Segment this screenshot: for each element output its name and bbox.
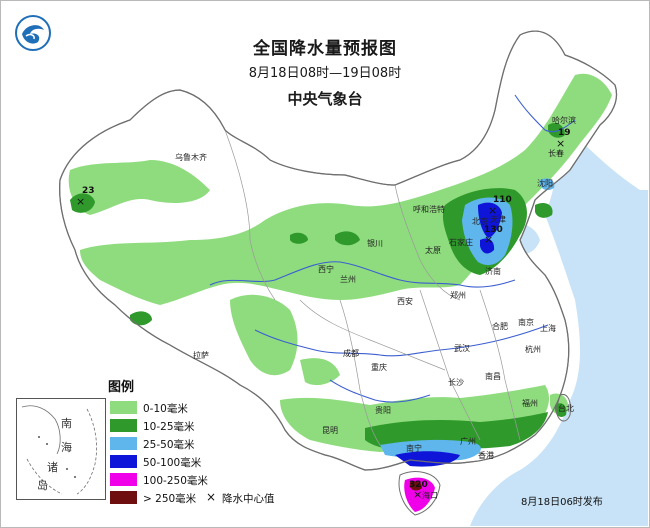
legend-swatch-100-250: [110, 473, 137, 486]
city-label: 乌鲁木齐: [175, 153, 207, 162]
city-label: 台北: [558, 404, 574, 413]
cma-logo-icon: [15, 15, 51, 51]
rain-gt250-areas: [410, 481, 422, 491]
inset-label-3: 诸: [47, 461, 58, 474]
inset-label-1: 南: [61, 417, 72, 430]
legend-swatch-25-50: [110, 437, 137, 450]
city-label: 杭州: [525, 345, 541, 354]
legend-label-50-100: 50-100毫米: [143, 457, 202, 469]
legend-label-gt250: > 250毫米: [143, 493, 197, 505]
precip-center-mark-icon: ×: [556, 137, 566, 150]
city-label: 沈阳: [537, 179, 553, 188]
forecast-period: 8月18日08时—19日08时: [248, 66, 402, 81]
city-label: 银川: [367, 239, 383, 248]
city-label: 香港: [478, 451, 494, 460]
city-label: 西宁: [318, 265, 334, 274]
issuing-agency: 中央气象台: [287, 90, 363, 108]
city-label: 长春: [548, 149, 564, 158]
legend-label-0-10: 0-10毫米: [143, 403, 188, 415]
city-label: 成都: [343, 349, 359, 358]
city-label: 兰州: [340, 275, 356, 284]
city-label: 西安: [397, 297, 413, 306]
city-label: 昆明: [322, 426, 338, 435]
precip-center-value: 110: [493, 195, 512, 205]
legend-swatch-0-10: [110, 401, 137, 414]
city-label: 哈尔滨: [552, 116, 576, 125]
city-label: 重庆: [371, 363, 387, 372]
city-label: 贵阳: [375, 406, 391, 415]
city-label: 拉萨: [193, 351, 209, 360]
sea-area: [470, 120, 648, 526]
legend-swatch-50-100: [110, 455, 137, 468]
rain-50-100-areas: [395, 202, 502, 467]
city-label: 海口: [422, 491, 438, 500]
precip-center-value: 320: [409, 480, 428, 490]
city-label: 上海: [540, 324, 556, 333]
taiwan-outline: [555, 393, 571, 422]
map-title: 全国降水量预报图: [253, 39, 397, 59]
city-label: 长沙: [448, 378, 464, 387]
china-border: [59, 30, 618, 471]
legend-label-10-25: 10-25毫米: [143, 421, 195, 433]
precip-center-symbol-icon: ×: [206, 490, 217, 504]
legend-title: 图例: [108, 380, 135, 395]
city-label: 福州: [522, 399, 538, 408]
precip-center-mark-icon: ×: [488, 204, 498, 217]
precip-center-value: 130: [484, 225, 503, 235]
province-borders: [224, 129, 521, 446]
south-china-sea-inset: 南 海 诸 岛: [16, 398, 106, 500]
precip-center-mark-icon: ×: [76, 195, 86, 208]
city-label: 南宁: [406, 444, 422, 453]
precip-center-value: 19: [558, 128, 571, 138]
legend-swatch-gt250: [110, 491, 137, 504]
inset-label-2: 海: [61, 441, 72, 454]
legend-label-100-250: 100-250毫米: [143, 475, 208, 487]
hainan-outline: [398, 471, 441, 516]
city-label: 石家庄: [449, 238, 473, 247]
city-label: 武汉: [454, 344, 470, 353]
precip-center-mark-icon: ×: [413, 488, 423, 501]
city-label: 南京: [518, 318, 534, 327]
city-label: 天津: [490, 215, 506, 224]
city-label: 广州: [460, 437, 476, 446]
legend-swatch-10-25: [110, 419, 137, 432]
inset-map: [21, 405, 97, 495]
precip-center-value: 23: [82, 186, 95, 196]
legend-center-label: 降水中心值: [222, 493, 275, 505]
precip-center-mark-icon: ×: [484, 233, 494, 246]
city-label: 郑州: [450, 291, 466, 300]
city-label: 济南: [485, 267, 501, 276]
legend-label-25-50: 25-50毫米: [143, 439, 195, 451]
city-label: 太原: [425, 246, 441, 255]
issue-time: 8月18日06时发布: [521, 497, 603, 508]
city-label: 北京: [472, 217, 488, 226]
city-label: 南昌: [485, 372, 501, 381]
inset-label-4: 岛: [37, 479, 48, 492]
city-label: 合肥: [492, 322, 508, 331]
city-label: 呼和浩特: [413, 205, 445, 214]
